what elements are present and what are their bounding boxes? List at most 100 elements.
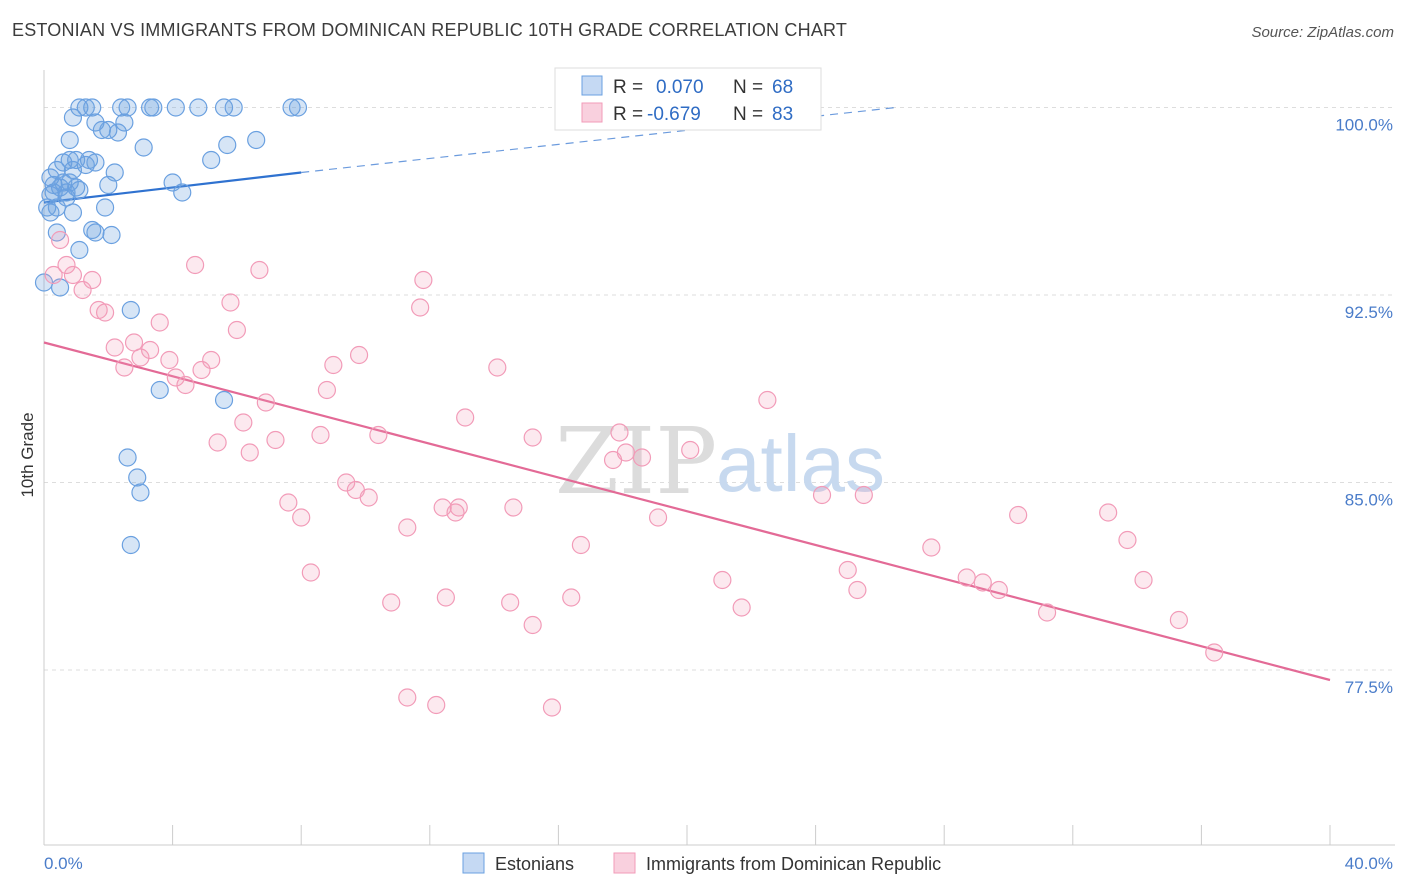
dominican-point-49 (456, 408, 475, 427)
estonian-point-59 (121, 300, 140, 320)
source-credit: Source: ZipAtlas.com (1251, 24, 1394, 41)
dominican-point-67 (812, 485, 832, 505)
x-tick-labels: 0.0% 40.0% (44, 854, 1393, 873)
dominican-point-46 (436, 588, 455, 607)
bottom-swatch-estonians (462, 852, 485, 874)
estonian-point-11 (282, 98, 301, 117)
estonian-point-22 (218, 135, 237, 155)
dominican-point-31 (311, 425, 330, 445)
estonian-point-41 (163, 173, 182, 192)
dominican-point-3 (63, 265, 83, 285)
dominican-point-21 (221, 293, 240, 312)
dominican-point-42 (411, 298, 430, 317)
legend-r-value-2: -0.679 (647, 104, 701, 125)
y-axis-label: 10th Grade (18, 412, 37, 497)
dominican-point-5 (83, 270, 102, 290)
dominican-point-75 (1009, 505, 1028, 525)
dominican-point-36 (349, 345, 369, 365)
dominican-point-54 (523, 615, 542, 635)
estonian-point-8 (189, 98, 208, 117)
dominican-point-53 (523, 428, 542, 447)
estonian-point-15 (115, 113, 134, 132)
dominican-point-80 (1169, 610, 1188, 630)
estonian-point-54 (86, 223, 105, 242)
estonian-point-18 (108, 123, 128, 142)
dominican-point-51 (501, 593, 520, 612)
estonian-point-40 (99, 175, 118, 195)
x-tick-label-0: 0.0% (44, 854, 83, 873)
dominican-point-63 (681, 440, 700, 460)
watermark-atlas: atlas (716, 419, 885, 508)
chart-title: ESTONIAN VS IMMIGRANTS FROM DOMINICAN RE… (12, 20, 848, 40)
dominican-point-44 (427, 695, 446, 715)
legend-swatch-dominican (581, 102, 603, 123)
dominican-point-65 (732, 598, 751, 617)
estonian-point-38 (67, 178, 86, 197)
dominican-point-12 (140, 340, 160, 360)
dominican-point-4 (73, 280, 92, 300)
legend-swatch-estonians (581, 75, 603, 96)
dominican-point-60 (616, 443, 636, 462)
dominican-point-71 (922, 538, 941, 557)
dominican-point-61 (632, 448, 652, 467)
estonians-trend-line (43, 171, 302, 204)
dominican-point-70 (854, 485, 873, 505)
estonian-point-46 (173, 183, 192, 202)
estonian-point-53 (83, 220, 102, 240)
estonian-point-3 (112, 98, 131, 117)
estonian-point-49 (41, 203, 60, 222)
estonian-point-21 (134, 138, 153, 157)
dominican-point-27 (266, 430, 285, 450)
bottom-legend-dominican: Immigrants from Dominican Republic (646, 854, 941, 874)
estonian-point-6 (144, 98, 163, 117)
dominican-point-19 (202, 350, 221, 370)
dominican-point-74 (989, 580, 1008, 600)
dominican-point-57 (571, 535, 591, 555)
dominican-point-0 (44, 265, 63, 285)
estonian-point-12 (288, 98, 308, 117)
estonian-point-10 (224, 98, 243, 117)
dominican-point-72 (957, 568, 976, 587)
dominican-trend-line (43, 341, 1331, 682)
dominican-point-20 (208, 433, 227, 452)
estonian-point-2 (83, 98, 102, 117)
estonian-point-9 (214, 98, 234, 117)
legend-r-label-2: R = (613, 104, 643, 125)
dominican-point-34 (337, 473, 356, 492)
dominican-point-48 (449, 498, 468, 517)
dominican-point-14 (160, 350, 179, 370)
legend-n-value-2: 83 (772, 104, 793, 125)
dominican-point-28 (279, 493, 298, 512)
dominican-point-81 (1205, 643, 1224, 662)
trend-lines (43, 106, 1331, 682)
dominican-point-37 (359, 488, 378, 507)
dominican-point-32 (317, 380, 337, 400)
dominican-point-79 (1134, 570, 1153, 590)
dominican-point-22 (227, 320, 246, 340)
dominican-point-55 (542, 698, 562, 717)
dominican-point-76 (1037, 603, 1057, 622)
stats-legend: R = 0.070 N = 68 R = -0.679 N = 83 (554, 67, 822, 131)
dominican-point-77 (1099, 503, 1118, 522)
dominican-point-30 (301, 563, 320, 582)
dominican-point-24 (240, 443, 259, 462)
dominican-point-68 (838, 560, 857, 580)
dominican-point-64 (713, 570, 732, 590)
estonian-point-0 (70, 98, 89, 117)
estonian-point-47 (38, 198, 57, 217)
estonian-point-61 (214, 390, 234, 410)
estonian-point-1 (76, 98, 95, 117)
legend-n-label-1: N = (733, 77, 763, 98)
dominican-point-52 (504, 498, 523, 517)
estonian-point-60 (150, 380, 169, 400)
estonian-point-19 (60, 130, 79, 150)
estonian-point-64 (131, 483, 150, 502)
estonian-point-20 (247, 130, 266, 150)
dominican-point-9 (115, 358, 134, 377)
dominican-point-33 (324, 355, 343, 375)
estonian-point-62 (118, 448, 137, 467)
estonian-point-7 (166, 98, 185, 117)
dominican-point-16 (176, 375, 195, 395)
dominican-point-50 (488, 358, 507, 377)
